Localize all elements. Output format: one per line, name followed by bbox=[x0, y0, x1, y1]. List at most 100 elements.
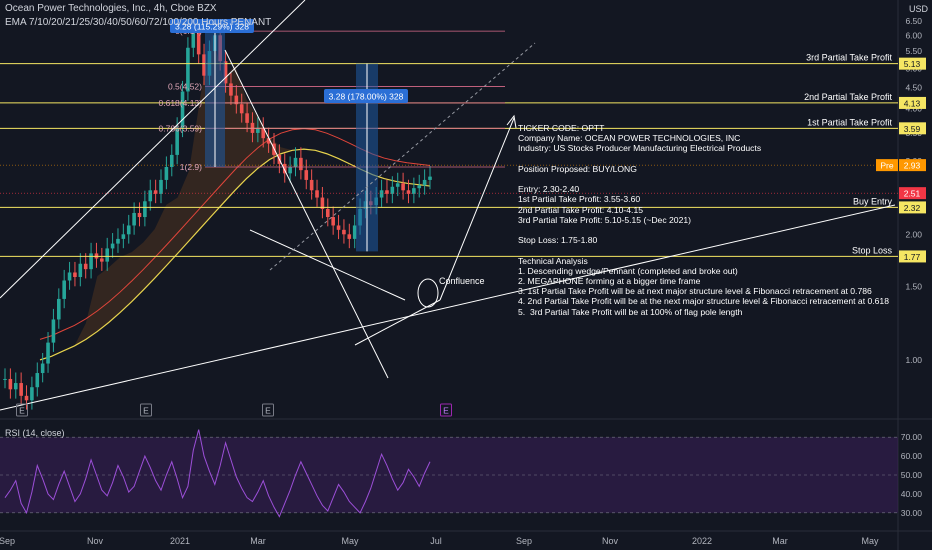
earnings-marker-text: E bbox=[443, 406, 449, 416]
note-line: TICKER CODE: OPTT bbox=[518, 123, 605, 133]
earnings-marker-text: E bbox=[19, 406, 25, 416]
measure-label-bg bbox=[170, 19, 254, 33]
candle-body bbox=[67, 272, 72, 281]
level-price-tag bbox=[899, 201, 926, 214]
rsi-tick-label: 50.00 bbox=[901, 470, 923, 480]
candle-body bbox=[100, 258, 104, 262]
candle-body bbox=[196, 31, 201, 55]
level-price-text: 1.77 bbox=[904, 252, 921, 262]
candle-body bbox=[299, 157, 303, 171]
fib-label: 0.786(3.59) bbox=[159, 123, 203, 133]
earnings-marker bbox=[440, 403, 452, 417]
y-tick-label: 5.50 bbox=[905, 46, 922, 56]
candle-body bbox=[153, 190, 158, 194]
measure-label-bg bbox=[324, 89, 408, 103]
x-tick-label: Sep bbox=[516, 536, 532, 546]
earnings-marker-text: E bbox=[265, 406, 271, 416]
rsi-title: RSI (14, close) bbox=[5, 428, 65, 438]
fib-label: 0.5(4.52) bbox=[168, 82, 202, 92]
candle-body bbox=[256, 127, 260, 133]
y-tick-label: 1.50 bbox=[905, 281, 922, 291]
x-tick-label: Mar bbox=[772, 536, 788, 546]
candle-body bbox=[385, 190, 389, 194]
candle-body bbox=[186, 47, 190, 92]
candle-body bbox=[331, 217, 335, 226]
candle-body bbox=[309, 179, 314, 191]
rsi-tick-label: 30.00 bbox=[901, 508, 923, 518]
candle-body bbox=[35, 373, 40, 388]
candle-body bbox=[73, 272, 77, 278]
rsi-line bbox=[4, 429, 431, 518]
candle-body bbox=[239, 104, 244, 114]
candle-body bbox=[110, 243, 115, 249]
x-tick-label: May bbox=[861, 536, 879, 546]
candle-body bbox=[315, 190, 319, 198]
candle-body bbox=[422, 179, 427, 186]
candle-body bbox=[164, 166, 169, 180]
candle-body bbox=[390, 186, 395, 194]
fib-label: 0.618(4.13) bbox=[159, 98, 203, 108]
candle-body bbox=[83, 263, 88, 270]
measure-label: 3.28 (115.29%) 328 bbox=[175, 22, 249, 32]
earnings-marker bbox=[16, 403, 28, 417]
candle-body bbox=[121, 234, 126, 239]
level-price-tag bbox=[899, 250, 926, 263]
level-label: Stop Loss bbox=[852, 245, 893, 255]
y-tick-label: 6.50 bbox=[905, 16, 922, 26]
currency-label: USD bbox=[908, 4, 928, 14]
note-line: 1st Partial Take Profit: 3.55-3.60 bbox=[518, 194, 641, 205]
note-line bbox=[518, 174, 889, 184]
candle-body bbox=[293, 157, 298, 167]
y-tick-label: 2.00 bbox=[905, 229, 922, 239]
candle-body bbox=[261, 127, 266, 139]
candle-body bbox=[105, 248, 110, 262]
note-line: 5. 3rd Partial Take Profit will be at 10… bbox=[518, 306, 743, 317]
candle-body bbox=[30, 387, 34, 401]
wedge-upper-line bbox=[224, 49, 389, 379]
candle-body bbox=[8, 378, 13, 390]
level-price-tag bbox=[899, 122, 926, 135]
megaphone-lower-line bbox=[0, 204, 896, 411]
rsi-tick-label: 60.00 bbox=[901, 451, 923, 461]
candle-body bbox=[46, 342, 50, 364]
wedge-side-line bbox=[249, 229, 406, 301]
wedge-lower-line bbox=[354, 299, 441, 346]
candle-body bbox=[347, 234, 352, 239]
note-line: Industry: US Stocks Producer Manufacturi… bbox=[518, 143, 762, 154]
megaphone-upper-line bbox=[0, 0, 306, 299]
x-tick-label: Sep bbox=[0, 536, 15, 546]
fib-label: 1(2.9) bbox=[180, 162, 202, 172]
candle-body bbox=[159, 179, 163, 194]
level-label: Buy Entry bbox=[853, 196, 893, 206]
note-line: 3rd Partial Take Profit: 5.10-5.15 (~Dec… bbox=[518, 214, 692, 225]
candle-body bbox=[180, 91, 185, 128]
candle-body bbox=[229, 83, 233, 96]
note-line bbox=[518, 225, 889, 235]
note-line bbox=[518, 245, 889, 255]
level-label: 2nd Partial Take Profit bbox=[804, 92, 892, 102]
indicator-title: EMA 7/10/20/21/25/30/40/50/60/72/100/200… bbox=[5, 17, 272, 28]
note-line bbox=[518, 154, 889, 164]
x-tick-label: 2022 bbox=[692, 536, 712, 546]
y-tick-label: 4.50 bbox=[905, 82, 922, 92]
note-line: Position Proposed: BUY/LONG bbox=[518, 163, 637, 174]
candle-body bbox=[379, 190, 384, 198]
candle-body bbox=[223, 61, 228, 84]
candle-body bbox=[126, 225, 131, 235]
level-label: 1st Partial Take Profit bbox=[807, 117, 892, 127]
candle-body bbox=[51, 319, 56, 343]
level-price-text: 4.13 bbox=[904, 98, 921, 108]
candle-body bbox=[245, 113, 249, 123]
measure-label: 3.28 (178.00%) 328 bbox=[329, 92, 404, 102]
candle-body bbox=[412, 188, 416, 194]
level-price-tag bbox=[899, 96, 926, 109]
candle-body bbox=[175, 127, 179, 155]
candle-body bbox=[24, 395, 29, 401]
candle-body bbox=[40, 363, 45, 374]
target-arrow bbox=[439, 117, 515, 301]
y-tick-label: 1.00 bbox=[905, 355, 922, 365]
note-line: 1. Descending wedge/Pennant (completed a… bbox=[518, 265, 738, 276]
earnings-marker bbox=[262, 403, 274, 417]
candle-body bbox=[401, 183, 405, 191]
